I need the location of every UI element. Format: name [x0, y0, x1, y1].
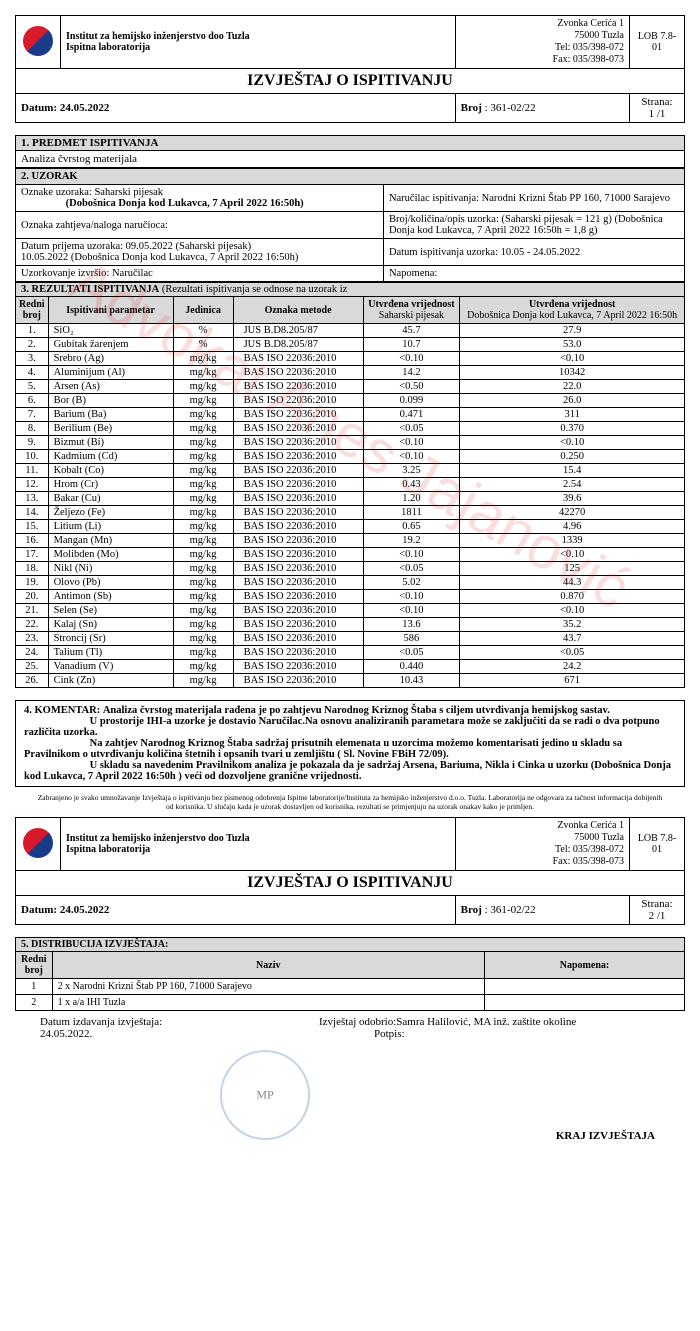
- broj-label: Broj: [461, 102, 482, 114]
- issue-date: 24.05.2022.: [40, 1028, 92, 1040]
- table-row: 26.Cink (Zn)mg/kgBAS ISO 22036:201010.43…: [16, 674, 685, 688]
- datum-isp: Datum ispitivanja uzorka: 10.05 - 24.05.…: [383, 239, 684, 266]
- table-row: 10.Kadmium (Cd)mg/kgBAS ISO 22036:2010<0…: [16, 450, 685, 464]
- table-row: 5.Arsen (As)mg/kgBAS ISO 22036:2010<0.50…: [16, 380, 685, 394]
- col-redni: Redni broj: [16, 297, 49, 324]
- col-v1: Utvrđena vrijednostSaharski pijesak: [363, 297, 460, 324]
- zahtjev: Oznaka zahtjeva/naloga naručioca:: [16, 212, 384, 239]
- section-4: 4. KOMENTAR: Analiza čvrstog materijala …: [15, 700, 685, 787]
- dist-r2n: 2: [16, 995, 53, 1011]
- table-row: 4.Aluminijum (Al)mg/kgBAS ISO 22036:2010…: [16, 366, 685, 380]
- dist-r2t: 1 x a/a IHI Tuzla: [52, 995, 484, 1011]
- table-row: 20.Antimon (Sb)mg/kgBAS ISO 22036:2010<0…: [16, 590, 685, 604]
- table-row: 23.Stroncij (Sr)mg/kgBAS ISO 22036:20105…: [16, 632, 685, 646]
- kolicina: Broj/količina/opis uzorka: (Saharski pij…: [383, 212, 684, 239]
- s4-l1: Analiza čvrstog materijala rađena je po …: [103, 705, 610, 716]
- table-row: 1.SiO₂%JUS B.D8.205/8745.727.9: [16, 324, 685, 338]
- date-label: Datum:: [21, 102, 57, 114]
- table-row: 22.Kalaj (Sn)mg/kgBAS ISO 22036:201013.6…: [16, 618, 685, 632]
- issue-label: Datum izdavanja izvještaja:: [40, 1016, 162, 1028]
- table-row: 25.Vanadium (V)mg/kgBAS ISO 22036:20100.…: [16, 660, 685, 674]
- institute-name: Institut za hemijsko inženjerstvo doo Tu…: [66, 31, 250, 42]
- s4-l4: U skladu sa navedenim Pravilnikom analiz…: [24, 760, 671, 782]
- date-value: 24.05.2022: [60, 102, 110, 114]
- s3-header: 3. REZULTATI ISPITIVANJA: [21, 284, 159, 295]
- narucilac: Naručilac ispitivanja: Narodni Krizni Št…: [383, 185, 684, 212]
- section-5: 5. DISTRIBUCIJA IZVJEŠTAJA: Redni broj N…: [15, 937, 685, 1011]
- prijem1: Datum prijema uzoraka: 09.05.2022 (Sahar…: [21, 241, 251, 252]
- table-row: 11.Kobalt (Co)mg/kgBAS ISO 22036:20103.2…: [16, 464, 685, 478]
- report-header-2: Institut za hemijsko inženjerstvo doo Tu…: [15, 817, 685, 925]
- col-param: Ispitivani parametar: [48, 297, 173, 324]
- table-row: 19.Olovo (Pb)mg/kgBAS ISO 22036:20105.02…: [16, 576, 685, 590]
- dist-r1n: 1: [16, 979, 53, 995]
- s3-sub: (Rezultati ispitivanja se odnose na uzor…: [162, 284, 347, 295]
- page-num: 1 /1: [649, 108, 666, 120]
- table-row: 24.Talium (Tl)mg/kgBAS ISO 22036:2010<0.…: [16, 646, 685, 660]
- s2-header: 2. UZORAK: [16, 169, 685, 185]
- table-row: 9.Bizmut (Bi)mg/kgBAS ISO 22036:2010<0.1…: [16, 436, 685, 450]
- dist-r1t: 2 x Narodni Krizni Štab PP 160, 71000 Sa…: [52, 979, 484, 995]
- s4-l3: Na zahtjev Narodnog Kriznog Štaba sadrža…: [24, 738, 622, 760]
- table-row: 2.Gubitak žarenjem%JUS B.D8.205/8710.753…: [16, 338, 685, 352]
- potpis-label: Potpis:: [374, 1028, 405, 1040]
- s5-header: 5. DISTRIBUCIJA IZVJEŠTAJA:: [16, 938, 685, 952]
- table-row: 6.Bor (B)mg/kgBAS ISO 22036:20100.09926.…: [16, 394, 685, 408]
- s4-label: 4. KOMENTAR:: [24, 705, 100, 716]
- dist-col1: Redni broj: [16, 952, 53, 979]
- results-table: 3. REZULTATI ISPITIVANJA (Rezultati ispi…: [15, 282, 685, 688]
- stamp-icon: [220, 1050, 310, 1140]
- oznake-label: Oznake uzoraka: Saharski pijesak: [21, 187, 163, 198]
- logo-icon: [23, 828, 53, 858]
- table-row: 8.Berilium (Be)mg/kgBAS ISO 22036:2010<0…: [16, 422, 685, 436]
- dist-col2: Naziv: [52, 952, 484, 979]
- broj-value: : 361-02/22: [485, 102, 536, 114]
- table-row: 14.Željezo (Fe)mg/kgBAS ISO 22036:201018…: [16, 506, 685, 520]
- uzork: Uzorkovanje izvršio: Naručilac: [16, 266, 384, 282]
- table-row: 16.Mangan (Mn)mg/kgBAS ISO 22036:201019.…: [16, 534, 685, 548]
- col-metoda: Oznaka metode: [233, 297, 363, 324]
- s1-header: 1. PREDMET ISPITIVANJA: [16, 136, 685, 151]
- report-header-1: Institut za hemijsko inženjerstvo doo Tu…: [15, 15, 685, 123]
- napomena: Napomena:: [383, 266, 684, 282]
- table-row: 21.Selen (Se)mg/kgBAS ISO 22036:2010<0.1…: [16, 604, 685, 618]
- lob-code: LOB 7.8-01: [630, 16, 685, 69]
- s4-l2: U prostorije IHI-a uzorke je dostavio Na…: [24, 716, 660, 738]
- tel: Tel: 035/398-072: [555, 42, 624, 53]
- col-jed: Jedinica: [173, 297, 233, 324]
- table-row: 7.Barium (Ba)mg/kgBAS ISO 22036:20100.47…: [16, 408, 685, 422]
- col-v2: Utvrđena vrijednostDobošnica Donja kod L…: [460, 297, 685, 324]
- disclaimer: Zabranjeno je svako umnožavanje Izvješta…: [15, 787, 685, 817]
- logo-icon: [23, 26, 53, 56]
- section-2: 2. UZORAK Oznake uzoraka: Saharski pijes…: [15, 168, 685, 282]
- approved-by: Izvještaj odobrio:Samra Halilović, MA in…: [319, 1016, 576, 1028]
- table-row: 18.Nikl (Ni)mg/kgBAS ISO 22036:2010<0.05…: [16, 562, 685, 576]
- table-row: 12.Hrom (Cr)mg/kgBAS ISO 22036:20100.432…: [16, 478, 685, 492]
- prijem2: 10.05.2022 (Dobošnica Donja kod Lukavca,…: [21, 252, 298, 263]
- lab-name: Ispitna laboratorija: [66, 42, 150, 53]
- report-title: IZVJEŠTAJ O ISPITIVANJU: [16, 69, 685, 94]
- signature-block: Datum izdavanja izvještaja: 24.05.2022. …: [15, 1011, 685, 1145]
- fax: Fax: 035/398-073: [553, 54, 624, 65]
- table-row: 15.Litium (Li)mg/kgBAS ISO 22036:20100.6…: [16, 520, 685, 534]
- addr2: 75000 Tuzla: [574, 30, 624, 41]
- oznake-sub: (Dobošnica Donja kod Lukavca, 7 April 20…: [66, 198, 304, 209]
- addr1: Zvonka Cerića 1: [557, 18, 624, 29]
- table-row: 17.Molibden (Mo)mg/kgBAS ISO 22036:2010<…: [16, 548, 685, 562]
- table-row: 13.Bakar (Cu)mg/kgBAS ISO 22036:20101.20…: [16, 492, 685, 506]
- section-1: 1. PREDMET ISPITIVANJA Analiza čvrstog m…: [15, 135, 685, 168]
- dist-col3: Napomena:: [485, 952, 685, 979]
- page-label: Strana:: [641, 96, 672, 108]
- table-row: 3.Srebro (Ag)mg/kgBAS ISO 22036:2010<0.1…: [16, 352, 685, 366]
- s1-text: Analiza čvrstog materijala: [16, 151, 685, 168]
